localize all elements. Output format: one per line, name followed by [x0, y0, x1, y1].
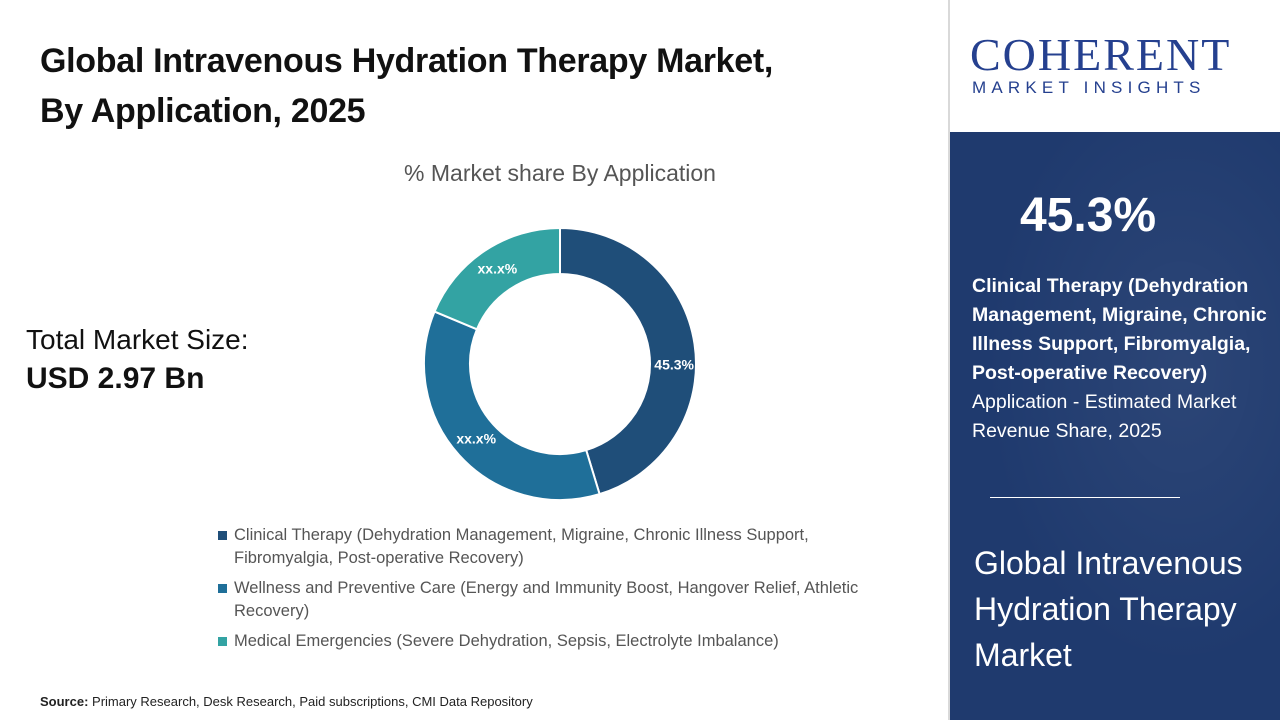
kpi-description-rest: Application - Estimated Market Revenue S…: [972, 391, 1237, 442]
kpi-value: 45.3%: [1020, 189, 1157, 242]
legend-item-3: Medical Emergencies (Severe Dehydration,…: [218, 630, 898, 653]
legend-swatch-2: [218, 584, 227, 593]
legend-swatch-1: [218, 531, 227, 540]
brand-name: COHERENT: [970, 29, 1232, 80]
source-label: Source:: [40, 694, 89, 709]
legend-label-2: Wellness and Preventive Care (Energy and…: [234, 579, 859, 620]
kpi-segment-name: Clinical Therapy (Dehydration Management…: [972, 275, 1267, 384]
donut-slice-3: [433, 226, 561, 331]
highlight-panel: 45.3% Clinical Therapy (Dehydration Mana…: [950, 132, 1280, 720]
legend-label-1: Clinical Therapy (Dehydration Management…: [234, 526, 809, 567]
chart-legend: Clinical Therapy (Dehydration Management…: [218, 524, 898, 660]
market-name: Global Intravenous Hydration Therapy Mar…: [974, 545, 1243, 673]
donut-label-3: xx.x%: [478, 261, 518, 277]
total-market-size-value: USD 2.97 Bn: [26, 362, 205, 395]
left-panel: Global Intravenous Hydration Therapy Mar…: [26, 36, 920, 709]
page-title: Global Intravenous Hydration Therapy Mar…: [40, 36, 920, 136]
title-line-2: By Application, 2025: [40, 92, 366, 130]
donut-label-1: 45.3%: [654, 357, 694, 373]
title-line-1: Global Intravenous Hydration Therapy Mar…: [40, 42, 774, 80]
brand-tagline: MARKET INSIGHTS: [972, 78, 1206, 97]
kpi-description: Clinical Therapy (Dehydration Management…: [972, 272, 1272, 446]
legend-swatch-3: [218, 637, 227, 646]
source-note: Source: Primary Research, Desk Research,…: [40, 694, 533, 709]
legend-item-1: Clinical Therapy (Dehydration Management…: [218, 524, 898, 570]
donut-label-2: xx.x%: [456, 430, 496, 446]
legend-item-2: Wellness and Preventive Care (Energy and…: [218, 577, 898, 623]
chart-title: % Market share By Application: [404, 160, 716, 186]
donut-slice-2: [423, 310, 601, 501]
brand-logo: COHERENT MARKET INSIGHTS: [970, 30, 1270, 110]
source-text: Primary Research, Desk Research, Paid su…: [88, 694, 533, 709]
total-market-size-label: Total Market Size:: [26, 324, 249, 355]
donut-chart: 45.3% xx.x% xx.x%: [423, 226, 697, 501]
legend-label-3: Medical Emergencies (Severe Dehydration,…: [234, 632, 779, 650]
divider-line: [990, 497, 1180, 498]
right-sidebar: COHERENT MARKET INSIGHTS 45.3% Clinical …: [948, 0, 1280, 720]
donut-slice-1: [559, 226, 697, 496]
